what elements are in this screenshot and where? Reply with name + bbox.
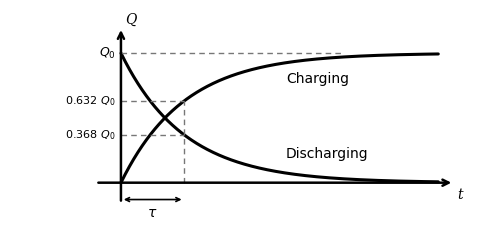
Text: Q: Q [125, 13, 137, 27]
Text: $0.632\ Q_0$: $0.632\ Q_0$ [65, 94, 116, 108]
Text: Charging: Charging [286, 72, 349, 86]
Text: Discharging: Discharging [286, 147, 369, 161]
Text: t: t [457, 188, 463, 202]
Text: $Q_0$: $Q_0$ [99, 46, 116, 61]
Text: $0.368\ Q_0$: $0.368\ Q_0$ [65, 128, 116, 142]
Text: $\tau$: $\tau$ [148, 206, 158, 220]
